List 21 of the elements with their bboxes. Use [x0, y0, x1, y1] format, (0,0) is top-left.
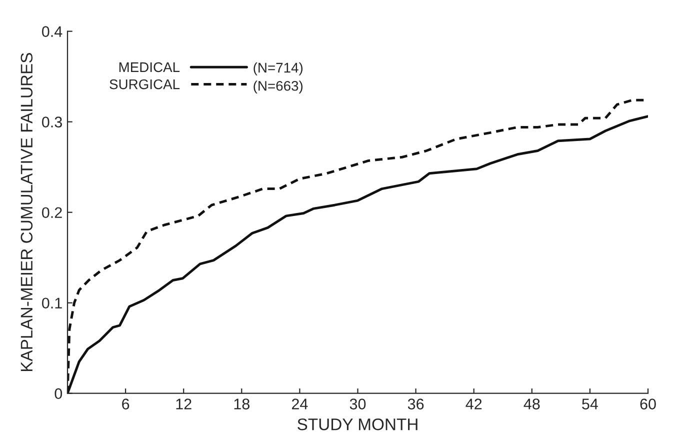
legend-label: MEDICAL — [119, 62, 180, 72]
x-axis-title: STUDY MONTH — [298, 418, 418, 430]
x-tick-label: 48 — [524, 398, 540, 410]
x-tick-label: 30 — [350, 398, 366, 410]
y-tick-label: 0.1 — [42, 298, 62, 309]
y-tick-label: 0.3 — [42, 116, 62, 128]
x-tick-label: 60 — [640, 398, 656, 410]
x-tick-label: 24 — [292, 398, 308, 410]
y-axis-title: KAPLAN-MEIER CUMULATIVE FAILURES — [20, 53, 33, 372]
legend-label: SURGICAL — [110, 79, 180, 90]
x-tick-label: 36 — [408, 398, 424, 410]
x-tick-label: 42 — [466, 398, 482, 410]
x-tick-label: 54 — [582, 398, 598, 410]
y-tick-label: 0 — [54, 388, 62, 400]
x-tick-label: 6 — [122, 398, 130, 410]
y-tick-label: 0.4 — [42, 26, 62, 37]
y-tick-label: 0.2 — [42, 207, 62, 218]
annotation: (N=663) — [254, 80, 303, 94]
x-tick-label: 18 — [234, 398, 250, 410]
x-tick-label: 12 — [176, 398, 192, 410]
annotation: (N=714) — [254, 62, 303, 76]
